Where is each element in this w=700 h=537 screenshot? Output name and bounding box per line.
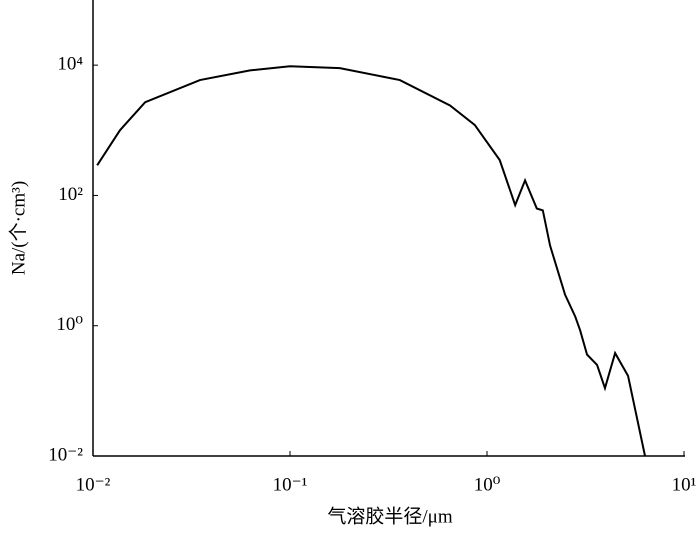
y-tick-label: 10²	[58, 184, 83, 205]
y-tick-label: 10⁴	[57, 54, 83, 75]
y-tick-label: 10⁰	[56, 314, 83, 335]
y-tick-label: 10⁻²	[48, 444, 83, 465]
y-axis-title: Na/(个·cm³)	[7, 181, 29, 275]
x-tick-label: 10⁻²	[76, 474, 111, 495]
x-tick-label: 10⁰	[474, 474, 501, 495]
x-tick-label: 10⁻¹	[273, 474, 308, 495]
x-axis-title: 气溶胶半径/μm	[327, 505, 452, 527]
data-line	[96, 65, 646, 457]
x-tick-label: 10¹	[672, 474, 697, 495]
